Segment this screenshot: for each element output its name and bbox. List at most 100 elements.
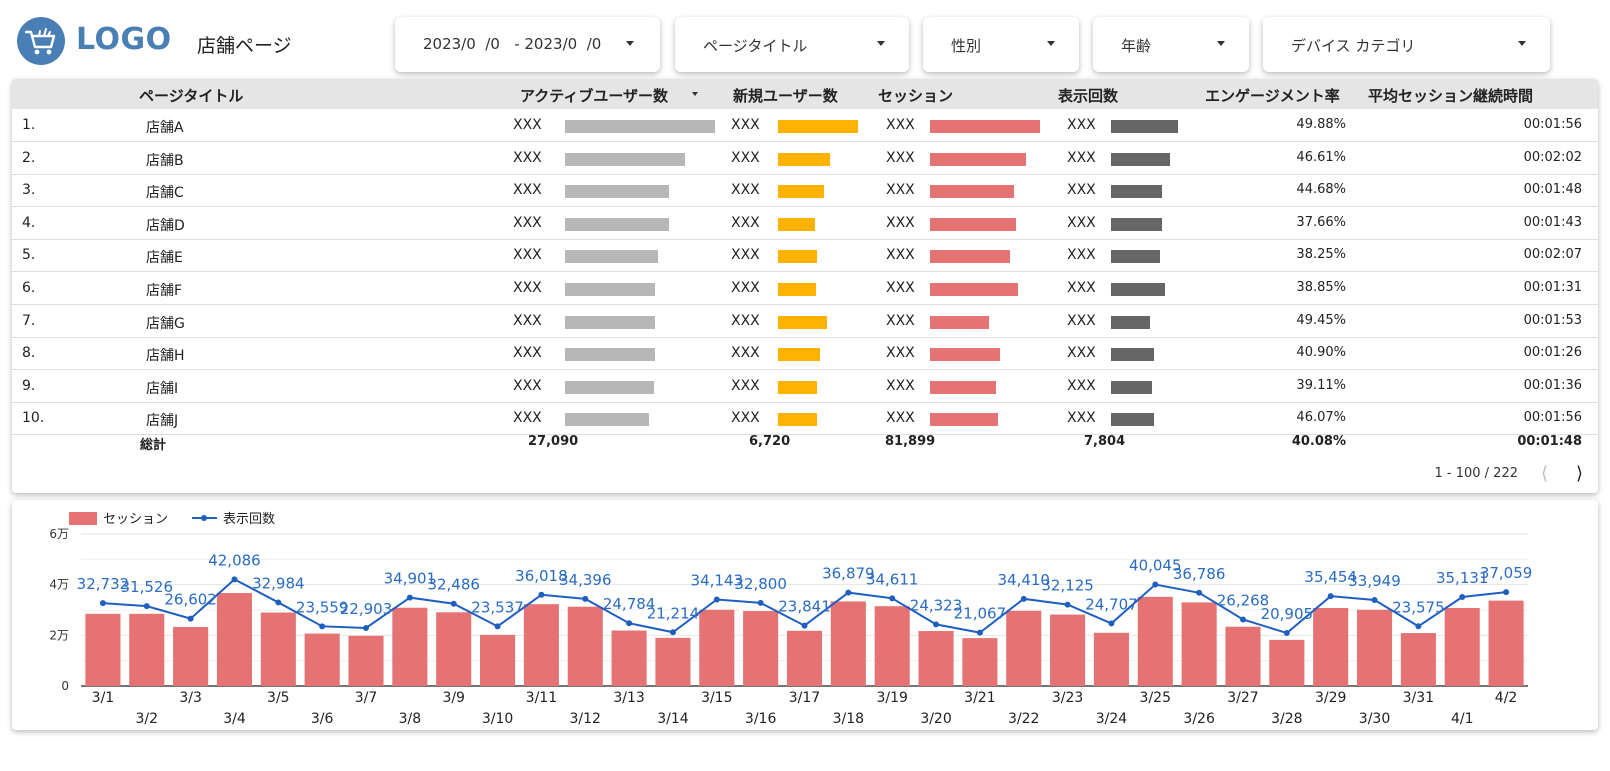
bar-sessions[interactable] [1181, 602, 1217, 686]
point-views[interactable] [976, 629, 983, 636]
row-engagement-rate: 40.90% [1296, 345, 1346, 361]
bar-sessions[interactable] [523, 604, 559, 686]
totals-label: 総計 [140, 438, 167, 453]
point-views[interactable] [713, 596, 720, 603]
bar-sessions[interactable] [1093, 632, 1129, 686]
point-views[interactable] [1415, 623, 1422, 630]
column-header-page-title[interactable]: ページタイトル [139, 87, 244, 105]
bar-sessions[interactable] [1313, 607, 1349, 686]
point-views[interactable] [1283, 630, 1290, 637]
bar-sessions[interactable] [480, 634, 516, 686]
bar-sessions[interactable] [830, 601, 866, 686]
point-views[interactable] [1239, 616, 1246, 623]
point-views[interactable] [143, 603, 150, 610]
table-row[interactable]: 10. 店舗J XXX XXX XXX XXX 46.07% 00:01:56 [12, 402, 1598, 436]
column-header-views[interactable]: 表示回数 [1058, 87, 1119, 105]
table-row[interactable]: 3. 店舗C XXX XXX XXX XXX 44.68% 00:01:48 [12, 174, 1598, 208]
data-label-views: 20,905 [1261, 605, 1314, 623]
chevron-left-icon[interactable]: ⟨ [1540, 463, 1548, 484]
bar-sessions[interactable] [392, 607, 428, 686]
point-views[interactable] [275, 599, 282, 606]
bar-sessions[interactable] [918, 631, 954, 686]
point-views[interactable] [1459, 594, 1466, 601]
point-views[interactable] [1152, 581, 1159, 588]
point-views[interactable] [582, 595, 589, 602]
x-tick-label: 3/26 [1183, 711, 1215, 727]
bar-sessions[interactable] [85, 613, 121, 686]
bar-sessions[interactable] [1225, 626, 1261, 686]
table-row[interactable]: 8. 店舗H XXX XXX XXX XXX 40.90% 00:01:26 [12, 337, 1598, 371]
bar-sessions[interactable] [1356, 609, 1393, 686]
column-header-sessions[interactable]: セッション [878, 87, 954, 105]
point-views[interactable] [626, 620, 633, 627]
point-views[interactable] [889, 595, 896, 602]
point-views[interactable] [669, 629, 676, 636]
table-row[interactable]: 2. 店舗B XXX XXX XXX XXX 46.61% 00:02:02 [12, 142, 1598, 175]
column-header-engagement-rate[interactable]: エンゲージメント率 [1205, 87, 1340, 105]
point-views[interactable] [538, 591, 545, 598]
bar-sessions[interactable] [567, 606, 603, 686]
chevron-right-icon[interactable]: ⟩ [1575, 463, 1583, 484]
point-views[interactable] [1327, 593, 1334, 600]
bar-sessions[interactable] [611, 630, 647, 686]
device-category-filter-label: デバイス カテゴリ [1291, 37, 1416, 55]
bar-sessions[interactable] [129, 613, 165, 686]
point-views[interactable] [319, 623, 326, 630]
table-row[interactable]: 4. 店舗D XXX XXX XXX XXX 37.66% 00:01:43 [12, 207, 1598, 240]
point-views[interactable] [1503, 589, 1510, 596]
point-views[interactable] [1064, 601, 1071, 608]
bar-sessions[interactable] [260, 612, 296, 686]
bar-sessions[interactable] [1488, 600, 1524, 686]
bar-sessions[interactable] [655, 637, 691, 686]
bar-sessions[interactable] [699, 609, 735, 686]
age-filter[interactable]: 年齢 [1093, 17, 1249, 72]
point-views[interactable] [406, 594, 413, 601]
point-views[interactable] [1020, 595, 1027, 602]
point-views[interactable] [99, 600, 106, 607]
table-row[interactable]: 7. 店舗G XXX XXX XXX XXX 49.45% 00:01:53 [12, 305, 1598, 338]
point-views[interactable] [757, 599, 764, 606]
column-header-active-users[interactable]: アクティブユーザー数 [520, 87, 669, 105]
gender-filter[interactable]: 性別 [923, 17, 1079, 72]
page-title-filter[interactable]: ページタイトル [675, 17, 909, 72]
bar-sessions[interactable] [1269, 639, 1305, 686]
point-views[interactable] [801, 622, 808, 629]
table-row[interactable]: 5. 店舗E XXX XXX XXX XXX 38.25% 00:02:07 [12, 239, 1598, 273]
bar-sessions[interactable] [743, 611, 779, 686]
bar-sessions[interactable] [874, 606, 910, 686]
point-views[interactable] [933, 621, 940, 628]
bar-sessions[interactable] [1137, 596, 1173, 686]
bar-sessions[interactable] [173, 626, 209, 686]
bar-sessions[interactable] [962, 638, 998, 686]
point-views[interactable] [1371, 596, 1378, 603]
bar-sessions[interactable] [348, 635, 384, 686]
bar-sessions[interactable] [786, 630, 823, 686]
shopping-cart-icon [24, 28, 56, 55]
point-views[interactable] [494, 623, 501, 630]
bar-sessions[interactable] [1050, 614, 1086, 686]
bar-sessions[interactable] [1006, 610, 1042, 686]
bar-sessions[interactable] [216, 593, 253, 686]
row-avg-duration: 00:01:31 [1523, 280, 1582, 295]
table-row[interactable]: 1. 店舗A XXX XXX XXX XXX 49.88% 00:01:56 [12, 109, 1598, 142]
bar-sessions[interactable] [1400, 633, 1436, 686]
bar-sessions[interactable] [1444, 607, 1480, 686]
table-row[interactable]: 9. 店舗I XXX XXX XXX XXX 39.11% 00:01:36 [12, 370, 1598, 403]
device-category-filter[interactable]: デバイス カテゴリ [1263, 17, 1550, 72]
bar-sessions[interactable] [436, 612, 472, 686]
column-header-avg-session-duration[interactable]: 平均セッション継続時間 [1368, 87, 1534, 105]
point-views[interactable] [187, 615, 194, 622]
point-views[interactable] [450, 600, 457, 607]
point-views[interactable] [1196, 589, 1203, 596]
row-engagement-rate: 44.68% [1296, 182, 1346, 198]
table-row[interactable]: 6. 店舗F XXX XXX XXX XXX 38.85% 00:01:31 [12, 272, 1598, 305]
point-views[interactable] [1108, 620, 1115, 627]
point-views[interactable] [845, 589, 852, 596]
bar-sessions[interactable] [304, 633, 340, 686]
date-range-filter[interactable]: 2023/0 /0 - 2023/0 /0 [395, 17, 660, 72]
point-views[interactable] [363, 624, 370, 631]
sort-desc-icon[interactable] [692, 92, 698, 96]
column-header-new-users[interactable]: 新規ユーザー数 [733, 87, 838, 105]
point-views[interactable] [231, 576, 238, 583]
data-label-views: 33,949 [1348, 572, 1401, 590]
